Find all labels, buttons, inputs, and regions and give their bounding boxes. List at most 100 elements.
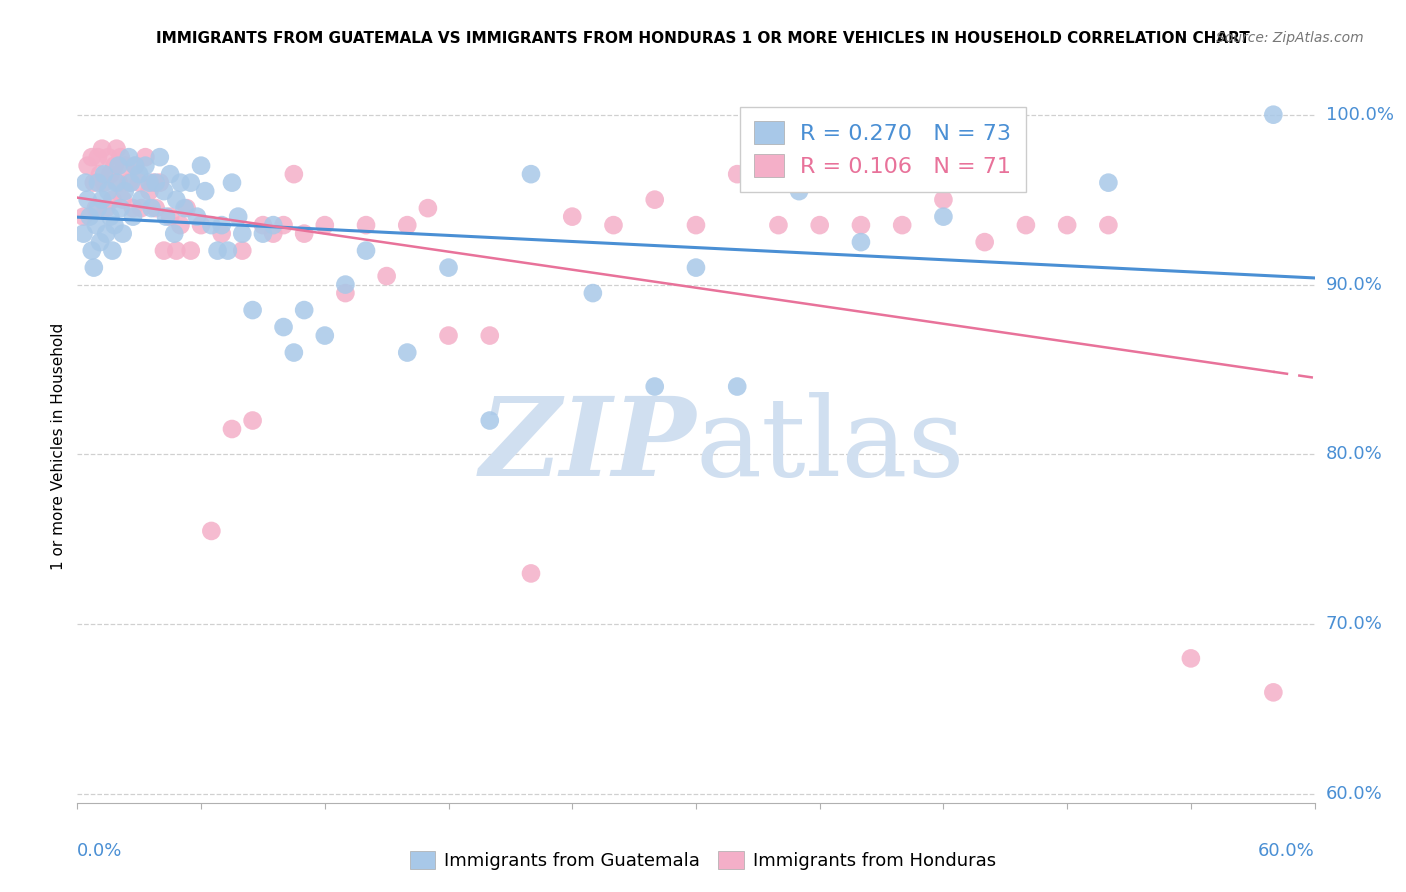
Point	[149, 150, 172, 164]
Point	[80, 244, 103, 258]
Point	[725, 379, 748, 393]
Point	[155, 210, 177, 224]
Point	[97, 150, 120, 164]
Point	[75, 176, 97, 190]
Point	[80, 150, 103, 164]
Point	[226, 210, 249, 224]
Point	[273, 218, 295, 232]
Legend: Immigrants from Guatemala, Immigrants from Honduras: Immigrants from Guatemala, Immigrants fr…	[411, 851, 995, 871]
Text: 60.0%: 60.0%	[1258, 842, 1315, 860]
Point	[685, 218, 707, 232]
Point	[396, 345, 419, 359]
Point	[262, 227, 284, 241]
Point	[520, 566, 543, 581]
Point	[149, 176, 172, 190]
Point	[1180, 651, 1202, 665]
Point	[180, 176, 202, 190]
Point	[685, 260, 707, 275]
Point	[808, 218, 831, 232]
Point	[354, 244, 377, 258]
Point	[231, 227, 253, 241]
Point	[72, 227, 94, 241]
Point	[283, 167, 305, 181]
Point	[725, 167, 748, 181]
Point	[314, 328, 336, 343]
Point	[1097, 218, 1119, 232]
Point	[163, 227, 186, 241]
Point	[582, 286, 605, 301]
Point	[787, 184, 810, 198]
Point	[72, 210, 94, 224]
Point	[128, 176, 150, 190]
Point	[118, 150, 141, 164]
Point	[849, 218, 872, 232]
Text: 90.0%: 90.0%	[1326, 276, 1382, 293]
Point	[1015, 218, 1038, 232]
Text: 0.0%: 0.0%	[77, 842, 122, 860]
Point	[211, 227, 233, 241]
Point	[129, 201, 152, 215]
Point	[561, 210, 583, 224]
Point	[138, 184, 160, 198]
Point	[84, 218, 107, 232]
Text: Source: ZipAtlas.com: Source: ZipAtlas.com	[1216, 31, 1364, 45]
Point	[138, 176, 160, 190]
Point	[87, 176, 110, 190]
Point	[292, 303, 315, 318]
Point	[242, 303, 264, 318]
Point	[103, 159, 125, 173]
Point	[932, 210, 955, 224]
Text: 60.0%: 60.0%	[1326, 785, 1382, 804]
Point	[101, 244, 124, 258]
Point	[186, 210, 208, 224]
Point	[93, 167, 115, 181]
Point	[110, 150, 132, 164]
Point	[221, 422, 243, 436]
Point	[973, 235, 995, 249]
Point	[145, 201, 167, 215]
Point	[932, 193, 955, 207]
Point	[644, 193, 666, 207]
Point	[437, 328, 460, 343]
Point	[76, 193, 98, 207]
Point	[79, 210, 101, 224]
Point	[200, 218, 222, 232]
Point	[110, 201, 132, 215]
Point	[416, 201, 439, 215]
Text: 100.0%: 100.0%	[1326, 105, 1393, 124]
Point	[169, 218, 191, 232]
Point	[396, 218, 419, 232]
Point	[173, 201, 195, 215]
Point	[242, 413, 264, 427]
Point	[891, 218, 914, 232]
Point	[262, 218, 284, 232]
Point	[111, 193, 134, 207]
Point	[217, 244, 239, 258]
Point	[180, 244, 202, 258]
Point	[120, 176, 142, 190]
Point	[190, 218, 212, 232]
Point	[122, 201, 145, 215]
Point	[354, 218, 377, 232]
Point	[96, 227, 118, 241]
Point	[134, 150, 156, 164]
Y-axis label: 1 or more Vehicles in Household: 1 or more Vehicles in Household	[51, 322, 66, 570]
Point	[153, 184, 176, 198]
Text: IMMIGRANTS FROM GUATEMALA VS IMMIGRANTS FROM HONDURAS 1 OR MORE VEHICLES IN HOUS: IMMIGRANTS FROM GUATEMALA VS IMMIGRANTS …	[156, 31, 1250, 46]
Point	[159, 210, 181, 224]
Point	[437, 260, 460, 275]
Point	[1263, 108, 1285, 122]
Point	[849, 235, 872, 249]
Point	[98, 167, 121, 181]
Point	[83, 176, 105, 190]
Point	[221, 176, 243, 190]
Point	[211, 218, 233, 232]
Point	[128, 167, 150, 181]
Point	[87, 201, 110, 215]
Point	[602, 218, 624, 232]
Legend: R = 0.270   N = 73, R = 0.106   N = 71: R = 0.270 N = 73, R = 0.106 N = 71	[740, 107, 1026, 192]
Point	[159, 167, 181, 181]
Point	[231, 244, 253, 258]
Point	[252, 218, 274, 232]
Point	[87, 150, 110, 164]
